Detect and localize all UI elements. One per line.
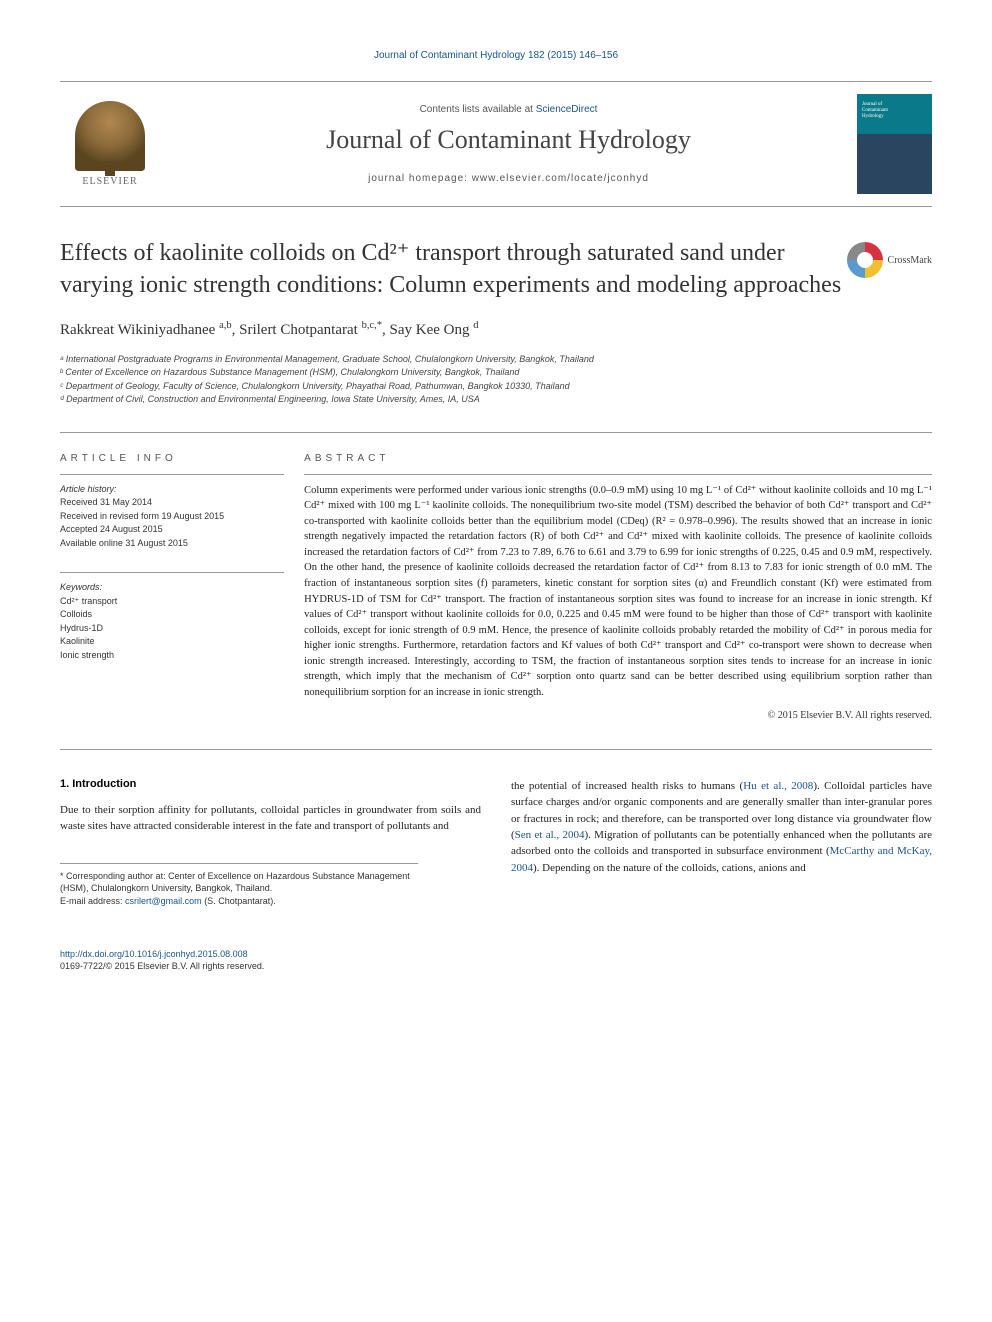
crossmark-badge[interactable]: CrossMark bbox=[847, 242, 932, 278]
email-suffix: (S. Chotpantarat). bbox=[202, 896, 276, 906]
intro-heading: 1. Introduction bbox=[60, 778, 481, 790]
doi-link[interactable]: http://dx.doi.org/10.1016/j.jconhyd.2015… bbox=[60, 948, 932, 961]
affiliations: ᵃ International Postgraduate Programs in… bbox=[60, 353, 932, 407]
lists-text: Contents lists available at bbox=[420, 104, 536, 115]
abstract-copyright: © 2015 Elsevier B.V. All rights reserved… bbox=[304, 710, 932, 721]
history-received: Received 31 May 2014 bbox=[60, 496, 284, 510]
affiliation-d: ᵈ Department of Civil, Construction and … bbox=[60, 393, 932, 407]
article-info-column: ARTICLE INFO Article history: Received 3… bbox=[60, 433, 304, 721]
abstract-column: ABSTRACT Column experiments were perform… bbox=[304, 433, 932, 721]
keywords-block: Keywords: Cd²⁺ transport Colloids Hydrus… bbox=[60, 572, 284, 662]
body-col-left: 1. Introduction Due to their sorption af… bbox=[60, 778, 481, 907]
keyword: Ionic strength bbox=[60, 649, 284, 663]
section-divider bbox=[60, 749, 932, 750]
journal-cover-thumb: Journal of Contaminant Hydrology bbox=[857, 94, 932, 194]
article-title: Effects of kaolinite colloids on Cd²⁺ tr… bbox=[60, 237, 932, 302]
email-link[interactable]: csrilert@gmail.com bbox=[125, 896, 202, 906]
corresponding-text: * Corresponding author at: Center of Exc… bbox=[60, 870, 418, 895]
keyword: Hydrus-1D bbox=[60, 622, 284, 636]
citation-link[interactable]: Hu et al., 2008 bbox=[743, 780, 813, 792]
abstract-text: Column experiments were performed under … bbox=[304, 474, 932, 700]
citation-header[interactable]: Journal of Contaminant Hydrology 182 (20… bbox=[60, 50, 932, 61]
sciencedirect-link[interactable]: ScienceDirect bbox=[536, 104, 598, 115]
corresponding-footnote: * Corresponding author at: Center of Exc… bbox=[60, 863, 418, 908]
crossmark-label: CrossMark bbox=[888, 255, 932, 266]
history-revised: Received in revised form 19 August 2015 bbox=[60, 510, 284, 524]
footer-copyright: 0169-7722/© 2015 Elsevier B.V. All right… bbox=[60, 960, 932, 973]
history-label: Article history: bbox=[60, 483, 284, 497]
article-info-heading: ARTICLE INFO bbox=[60, 453, 284, 464]
email-label: E-mail address: bbox=[60, 896, 125, 906]
elsevier-label: ELSEVIER bbox=[82, 176, 137, 187]
citation-link[interactable]: Sen et al., 2004 bbox=[515, 829, 585, 841]
elsevier-logo: ELSEVIER bbox=[60, 94, 160, 194]
crossmark-icon bbox=[847, 242, 883, 278]
info-abstract-section: ARTICLE INFO Article history: Received 3… bbox=[60, 432, 932, 721]
email-line: E-mail address: csrilert@gmail.com (S. C… bbox=[60, 895, 418, 908]
body-col-right: the potential of increased health risks … bbox=[511, 778, 932, 907]
lists-available: Contents lists available at ScienceDirec… bbox=[160, 104, 857, 115]
affiliation-a: ᵃ International Postgraduate Programs in… bbox=[60, 353, 932, 367]
journal-cover-text: Journal of Contaminant Hydrology bbox=[862, 102, 888, 120]
authors: Rakkreat Wikiniyadhanee a,b, Srilert Cho… bbox=[60, 320, 932, 339]
elsevier-tree-icon bbox=[75, 101, 145, 171]
history-online: Available online 31 August 2015 bbox=[60, 537, 284, 551]
affiliation-c: ᶜ Department of Geology, Faculty of Scie… bbox=[60, 380, 932, 394]
history-accepted: Accepted 24 August 2015 bbox=[60, 523, 284, 537]
masthead: ELSEVIER Contents lists available at Sci… bbox=[60, 81, 932, 207]
keyword: Kaolinite bbox=[60, 635, 284, 649]
keyword: Cd²⁺ transport bbox=[60, 595, 284, 609]
keywords-label: Keywords: bbox=[60, 581, 284, 595]
masthead-center: Contents lists available at ScienceDirec… bbox=[160, 104, 857, 184]
journal-homepage[interactable]: journal homepage: www.elsevier.com/locat… bbox=[160, 173, 857, 184]
page-footer: http://dx.doi.org/10.1016/j.jconhyd.2015… bbox=[60, 948, 932, 973]
body-paragraph-right: the potential of increased health risks … bbox=[511, 778, 932, 876]
keyword: Colloids bbox=[60, 608, 284, 622]
affiliation-b: ᵇ Center of Excellence on Hazardous Subs… bbox=[60, 366, 932, 380]
body-columns: 1. Introduction Due to their sorption af… bbox=[60, 778, 932, 907]
article-history: Article history: Received 31 May 2014 Re… bbox=[60, 474, 284, 551]
intro-paragraph: Due to their sorption affinity for pollu… bbox=[60, 802, 481, 835]
abstract-heading: ABSTRACT bbox=[304, 453, 932, 464]
journal-name: Journal of Contaminant Hydrology bbox=[160, 125, 857, 155]
